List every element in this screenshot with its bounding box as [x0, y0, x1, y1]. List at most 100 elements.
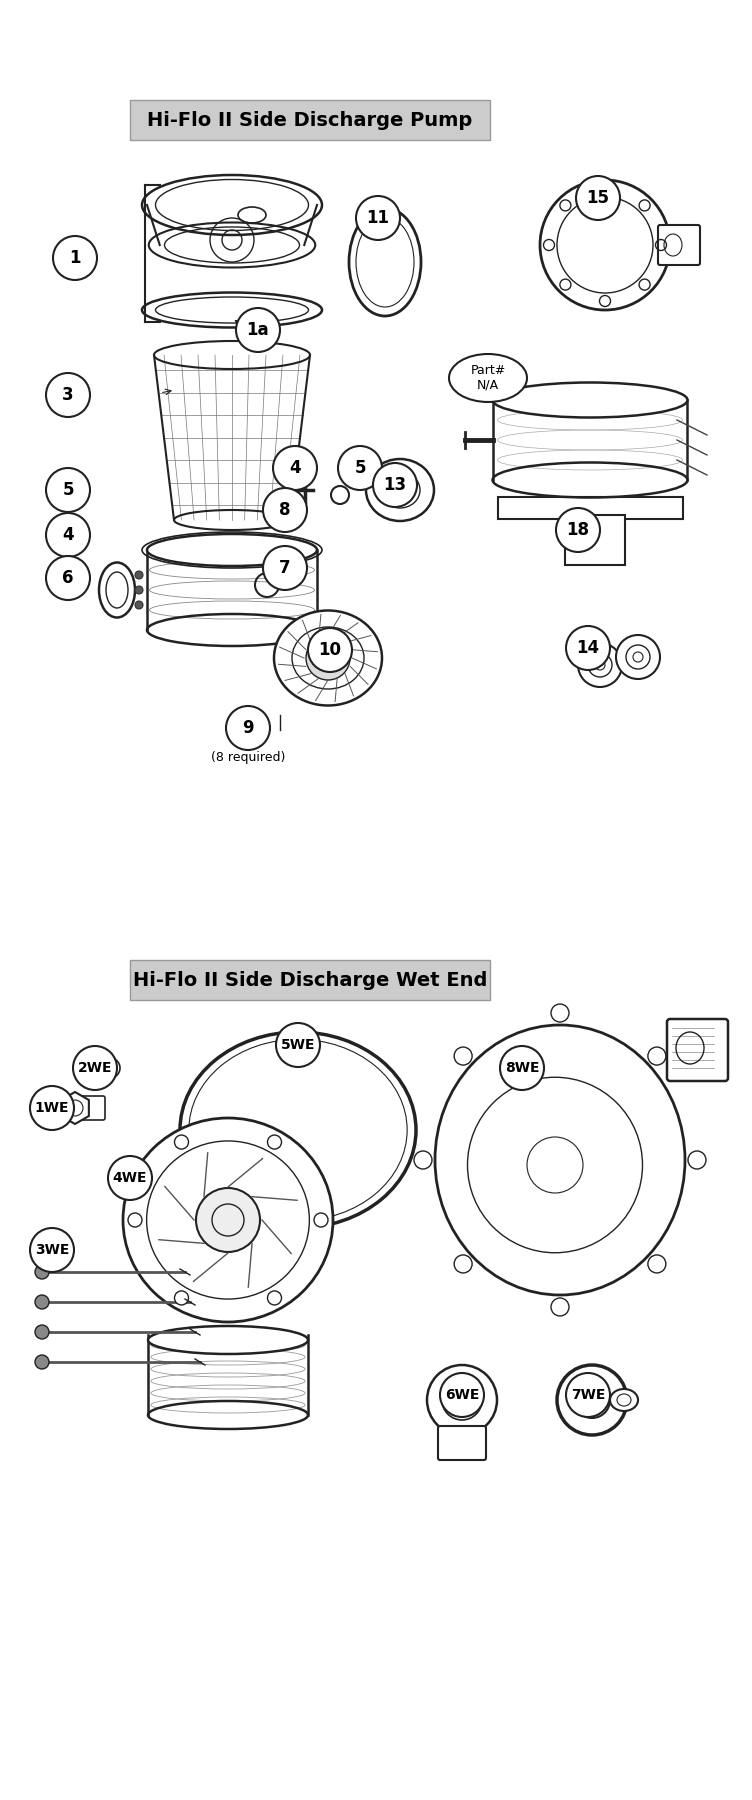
Text: 6WE: 6WE: [445, 1388, 479, 1402]
Text: 4: 4: [290, 459, 301, 477]
Ellipse shape: [449, 355, 527, 401]
Circle shape: [73, 1046, 117, 1091]
Circle shape: [46, 556, 90, 599]
Text: 1WE: 1WE: [35, 1102, 69, 1114]
Circle shape: [356, 196, 400, 239]
Circle shape: [276, 1022, 320, 1067]
Circle shape: [100, 1058, 120, 1078]
Circle shape: [30, 1085, 74, 1130]
Text: 7WE: 7WE: [571, 1388, 605, 1402]
Circle shape: [268, 1136, 281, 1148]
Circle shape: [566, 1373, 610, 1417]
Circle shape: [500, 1046, 544, 1091]
Circle shape: [53, 236, 97, 281]
Text: 8: 8: [279, 500, 291, 518]
Text: 14: 14: [577, 639, 599, 657]
Ellipse shape: [147, 535, 317, 565]
FancyBboxPatch shape: [658, 225, 700, 265]
Text: 2WE: 2WE: [77, 1060, 112, 1075]
Circle shape: [551, 1298, 569, 1316]
Text: 1a: 1a: [247, 320, 269, 338]
Circle shape: [174, 1291, 189, 1305]
Circle shape: [273, 446, 317, 490]
Circle shape: [414, 1150, 432, 1168]
Ellipse shape: [366, 459, 434, 520]
Text: Part#
N/A: Part# N/A: [470, 364, 505, 392]
Ellipse shape: [99, 562, 135, 617]
FancyBboxPatch shape: [667, 1019, 728, 1082]
Text: Hi-Flo II Side Discharge Pump: Hi-Flo II Side Discharge Pump: [147, 110, 472, 130]
Ellipse shape: [148, 1327, 308, 1354]
Circle shape: [338, 446, 382, 490]
Text: 7: 7: [279, 560, 291, 578]
Polygon shape: [61, 1093, 89, 1123]
Circle shape: [616, 635, 660, 679]
Circle shape: [46, 468, 90, 511]
Circle shape: [578, 643, 622, 688]
Text: 10: 10: [319, 641, 341, 659]
Text: 18: 18: [566, 520, 590, 538]
Text: (8 required): (8 required): [211, 752, 285, 765]
Circle shape: [648, 1048, 666, 1066]
Circle shape: [540, 180, 670, 310]
Text: 8WE: 8WE: [505, 1060, 539, 1075]
Text: 15: 15: [587, 189, 610, 207]
Circle shape: [35, 1265, 49, 1280]
Circle shape: [174, 1136, 189, 1148]
Text: 6: 6: [62, 569, 74, 587]
FancyBboxPatch shape: [565, 515, 625, 565]
FancyBboxPatch shape: [438, 1426, 486, 1460]
Circle shape: [308, 628, 352, 671]
Circle shape: [135, 587, 143, 594]
FancyBboxPatch shape: [130, 959, 490, 1001]
Circle shape: [46, 373, 90, 418]
Circle shape: [35, 1294, 49, 1309]
Circle shape: [566, 626, 610, 670]
Ellipse shape: [435, 1024, 685, 1294]
FancyBboxPatch shape: [130, 101, 490, 140]
Text: Hi-Flo II Side Discharge Wet End: Hi-Flo II Side Discharge Wet End: [133, 970, 487, 990]
Circle shape: [688, 1150, 706, 1168]
Ellipse shape: [610, 1390, 638, 1411]
Circle shape: [35, 1355, 49, 1370]
Circle shape: [236, 308, 280, 353]
Circle shape: [108, 1156, 152, 1201]
Circle shape: [557, 1364, 627, 1435]
Text: 4WE: 4WE: [113, 1172, 147, 1184]
Circle shape: [46, 513, 90, 556]
Circle shape: [440, 1373, 484, 1417]
Circle shape: [576, 176, 620, 220]
Circle shape: [196, 1188, 260, 1253]
Circle shape: [135, 571, 143, 580]
Text: 13: 13: [384, 475, 407, 493]
Circle shape: [454, 1048, 472, 1066]
Circle shape: [556, 508, 600, 553]
Text: 5: 5: [62, 481, 74, 499]
Circle shape: [454, 1255, 472, 1273]
Text: 11: 11: [366, 209, 390, 227]
Circle shape: [373, 463, 417, 508]
Circle shape: [427, 1364, 497, 1435]
Circle shape: [128, 1213, 142, 1228]
Text: 3WE: 3WE: [35, 1244, 69, 1256]
Ellipse shape: [123, 1118, 333, 1321]
Circle shape: [268, 1291, 281, 1305]
Circle shape: [35, 1325, 49, 1339]
Circle shape: [551, 1004, 569, 1022]
Ellipse shape: [493, 383, 687, 418]
Text: 3: 3: [62, 385, 74, 403]
Text: 9: 9: [242, 718, 254, 736]
Ellipse shape: [274, 610, 382, 706]
Text: 5WE: 5WE: [280, 1039, 315, 1051]
Circle shape: [306, 635, 350, 680]
FancyBboxPatch shape: [73, 1096, 105, 1120]
Circle shape: [226, 706, 270, 751]
Text: 5: 5: [354, 459, 365, 477]
Circle shape: [314, 1213, 328, 1228]
Circle shape: [135, 601, 143, 608]
Text: 4: 4: [62, 526, 74, 544]
Text: 1: 1: [69, 248, 80, 266]
Circle shape: [30, 1228, 74, 1273]
Circle shape: [263, 488, 307, 533]
Circle shape: [648, 1255, 666, 1273]
